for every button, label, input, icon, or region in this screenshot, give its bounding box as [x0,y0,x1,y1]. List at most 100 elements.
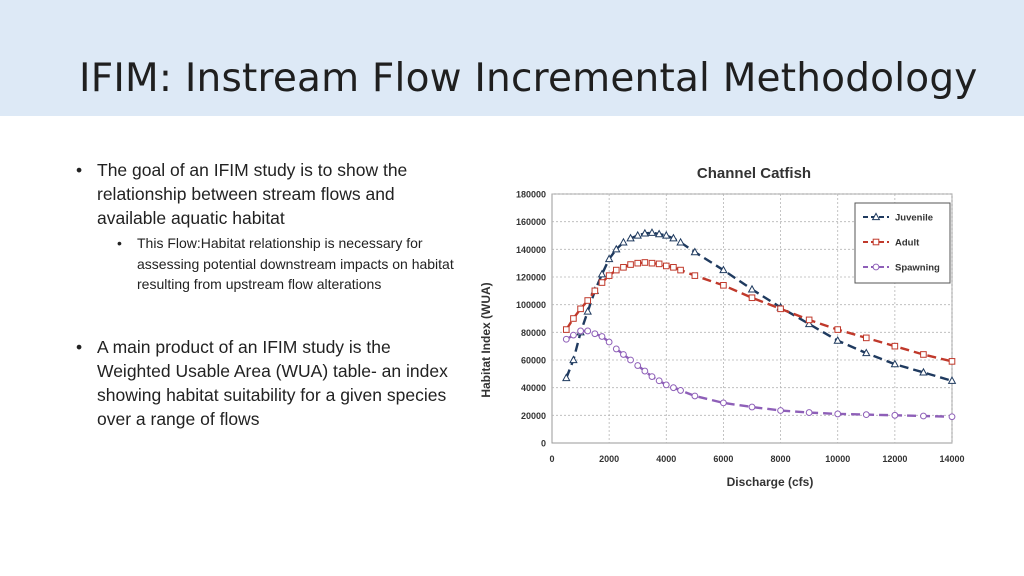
data-point-juvenile [919,367,928,376]
data-point-spawning [570,331,577,339]
data-point-juvenile [690,247,700,256]
sub-bullet-glyph: • [117,235,122,251]
data-point-juvenile [890,359,900,368]
y-tick-label: 120000 [516,273,546,283]
data-point-adult [748,294,756,302]
x-tick-label: 12000 [882,454,907,464]
legend-item-adult: Adult [863,238,920,249]
data-point-spawning [655,377,663,385]
data-point-adult [605,272,613,279]
x-tick-label: 4000 [656,454,676,464]
data-point-juvenile [612,244,621,253]
data-point-juvenile [562,373,571,382]
data-point-juvenile [640,228,650,237]
legend-label: Juvenile [895,213,933,224]
x-tick-label: 14000 [939,454,964,464]
x-tick-label: 6000 [713,454,733,464]
data-point-spawning [834,410,842,418]
data-point-juvenile [676,237,685,246]
data-point-juvenile [669,233,678,242]
series-layer [562,228,957,421]
data-point-adult [612,266,620,274]
data-point-spawning [720,399,727,407]
data-point-spawning [862,411,870,419]
data-point-adult [598,279,606,286]
data-point-adult [670,264,677,271]
series-spawning [562,327,956,421]
y-axis-ticks: 0 20000 40000 60000 80000 100000 120000 140000 1… [516,190,546,449]
data-point-juvenile [569,355,578,364]
bullet-text-1: The goal of an IFIM study is to show the… [97,160,408,228]
data-point-adult [641,259,649,266]
data-point-adult [720,282,727,289]
data-point-adult [920,351,927,358]
data-point-spawning [598,333,606,340]
data-point-juvenile [597,269,607,278]
data-point-juvenile [947,376,957,384]
data-point-spawning [891,411,899,419]
data-point-spawning [634,362,642,369]
x-axis-ticks: 0 2000 4000 6000 8000 10000 12000 14000 [549,454,964,464]
legend-marker [872,263,880,271]
data-point-adult [620,264,627,271]
legend-marker [871,212,881,221]
data-point-spawning [605,338,613,346]
legend-box [854,202,951,284]
data-point-spawning [577,327,584,335]
data-point-spawning [620,351,627,358]
data-point-juvenile [747,284,757,293]
legend-marker [872,238,880,246]
data-point-juvenile [583,306,592,315]
y-tick-label: 180000 [516,190,546,200]
data-point-adult [584,297,592,304]
data-point-spawning [677,387,684,394]
data-point-spawning [691,392,699,400]
y-tick-label: 60000 [521,356,546,366]
data-point-spawning [641,367,649,375]
y-tick-label: 80000 [521,328,546,338]
data-point-juvenile [833,335,842,344]
data-point-adult [648,259,656,267]
data-point-adult [677,266,684,274]
chart-legend: Juvenile Adult Spawning [854,202,951,284]
slide-title: IFIM: Instream Flow Incremental Methodol… [79,56,978,101]
data-point-adult [834,326,842,333]
x-tick-label: 0 [549,454,554,464]
data-point-spawning [920,412,927,420]
y-tick-label: 20000 [521,411,546,421]
bullet-gap [76,295,468,335]
series-adult [562,259,956,365]
sub-bullet-item-1: • This Flow:Habitat relationship is nece… [76,233,468,295]
legend-item-juvenile: Juvenile [863,212,933,224]
data-point-juvenile [654,229,664,238]
data-point-adult [862,334,870,342]
x-tick-label: 8000 [771,454,791,464]
data-point-adult [662,262,670,270]
data-point-adult [570,315,577,322]
series-line-adult [565,261,953,363]
y-axis-label: Habitat Index (WUA) [479,282,493,397]
y-tick-label: 100000 [516,300,546,310]
data-point-adult [655,260,663,268]
y-tick-label: 0 [541,439,546,449]
data-point-spawning [648,373,656,381]
data-point-adult [591,287,599,295]
data-point-adult [562,326,570,333]
x-tick-label: 10000 [825,454,850,464]
data-point-juvenile [626,233,635,242]
bullet-text-2: A main product of an IFIM study is the W… [97,336,448,429]
data-point-spawning [662,381,670,389]
data-point-spawning [670,384,677,392]
x-tick-label: 2000 [599,454,619,464]
data-point-spawning [627,356,634,364]
data-point-spawning [584,327,592,335]
data-point-spawning [777,407,784,414]
data-point-spawning [562,335,570,343]
data-point-juvenile [619,237,628,246]
data-point-adult [948,358,956,365]
bullet-glyph: • [76,160,83,180]
data-point-spawning [805,409,813,416]
chart-title: Channel Catfish [697,165,811,182]
data-point-adult [691,272,699,279]
legend-label: Adult [895,238,920,249]
